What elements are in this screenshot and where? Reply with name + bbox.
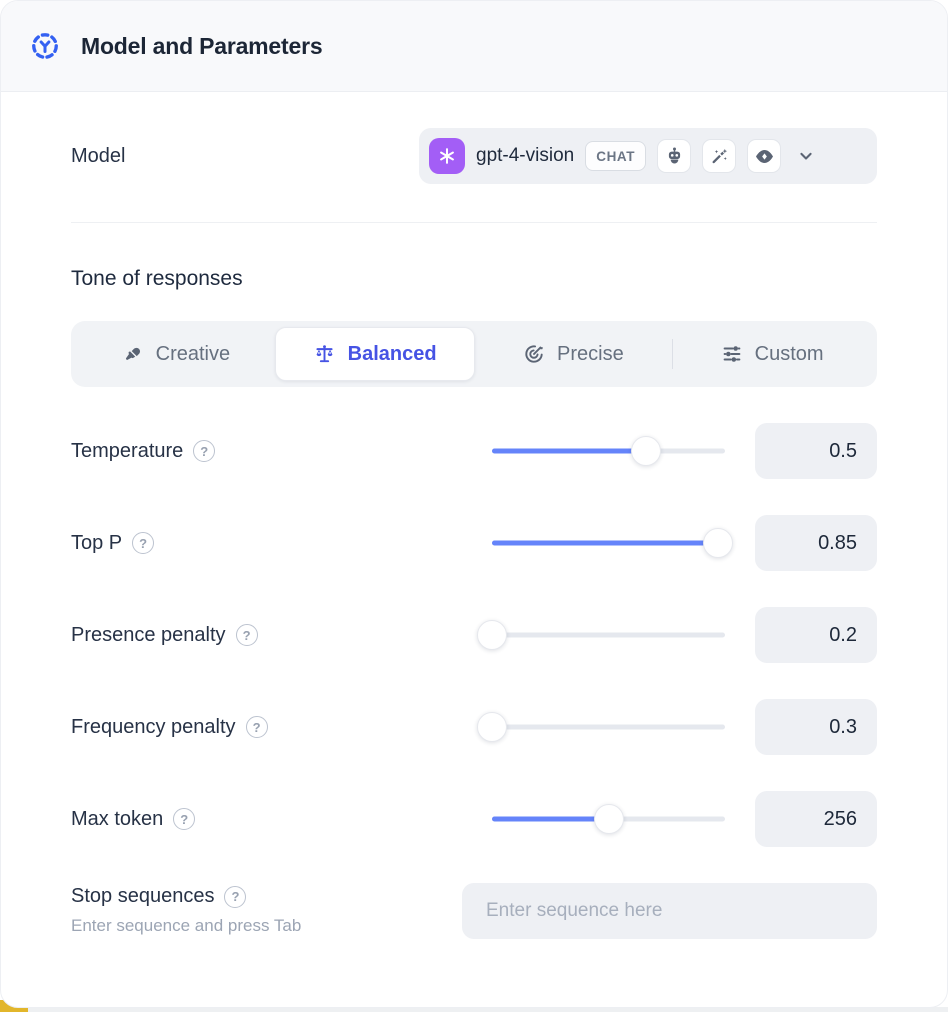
presence-penalty-value[interactable]: 0.2 (755, 607, 877, 663)
presence-penalty-slider[interactable] (477, 620, 725, 650)
panel-title: Model and Parameters (81, 32, 323, 59)
selected-model-name: gpt-4-vision (476, 145, 575, 166)
page-bottom-edge (0, 1007, 948, 1012)
panel-header: Model and Parameters (1, 1, 947, 92)
target-arrow-icon (523, 343, 545, 365)
help-icon[interactable]: ? (235, 624, 258, 646)
stop-sequences-hint: Enter sequence and press Tab (71, 916, 302, 935)
chevron-down-icon[interactable] (796, 146, 816, 166)
parameter-row-temperature: Temperature ? 0.5 (71, 423, 877, 479)
frequency-penalty-value[interactable]: 0.3 (755, 699, 877, 755)
tone-option-label: Creative (155, 342, 231, 365)
scales-icon (313, 343, 336, 366)
section-divider (71, 222, 877, 223)
parameter-name: Top P (71, 531, 123, 554)
tone-segmented-control: Creative (71, 321, 877, 387)
help-icon[interactable]: ? (193, 440, 216, 462)
parameter-name: Max token (71, 807, 164, 830)
slider-track[interactable] (492, 724, 725, 730)
bot-icon (664, 146, 685, 167)
slider-handle[interactable] (477, 620, 507, 650)
tone-option-label: Custom (754, 342, 824, 365)
tone-option-label: Balanced (347, 342, 437, 365)
parameter-name: Presence penalty (71, 623, 226, 646)
model-row: Model gpt-4-vision C (71, 128, 877, 184)
parameter-name: Frequency penalty (71, 715, 236, 738)
openai-logo-icon (429, 138, 465, 174)
slider-handle[interactable] (703, 528, 733, 558)
tone-option-custom[interactable]: Custom (673, 327, 871, 381)
model-type-badge: CHAT (585, 141, 647, 171)
help-icon[interactable]: ? (173, 808, 196, 830)
tone-option-balanced[interactable]: Balanced (274, 327, 475, 381)
slider-track[interactable] (492, 632, 725, 638)
slider-handle[interactable] (593, 804, 624, 834)
tone-section-title: Tone of responses (71, 267, 243, 290)
slider-fill (492, 540, 718, 546)
segment-divider (672, 339, 674, 369)
help-icon[interactable]: ? (224, 885, 247, 908)
vision-capability-chip (747, 139, 782, 173)
model-label: Model (71, 144, 126, 167)
eye-sparkle-icon (754, 146, 775, 167)
slider-fill (492, 448, 646, 454)
help-icon[interactable]: ? (132, 532, 155, 554)
bot-capability-chip (657, 139, 692, 173)
top-p-slider[interactable] (492, 528, 733, 558)
parameter-row-frequency-penalty: Frequency penalty ? 0.3 (71, 699, 877, 755)
temperature-value[interactable]: 0.5 (755, 423, 877, 479)
stop-sequence-input[interactable] (462, 883, 877, 939)
slider-handle[interactable] (630, 436, 661, 466)
frequency-penalty-slider[interactable] (477, 712, 725, 742)
max-token-slider[interactable] (492, 804, 725, 834)
tone-option-creative[interactable]: Creative (77, 327, 275, 381)
parameter-row-presence-penalty: Presence penalty ? 0.2 (71, 607, 877, 663)
tone-option-precise[interactable]: Precise (475, 327, 673, 381)
help-icon[interactable]: ? (245, 716, 268, 738)
magic-capability-chip (702, 139, 737, 173)
stop-sequences-row: Stop sequences ? Enter sequence and pres… (71, 883, 877, 939)
tone-option-label: Precise (557, 342, 624, 365)
model-hub-icon (29, 30, 61, 62)
parameter-row-top-p: Top P ? 0.85 (71, 515, 877, 571)
top-p-value[interactable]: 0.85 (755, 515, 877, 571)
wand-sparkles-icon (709, 146, 730, 167)
model-select-dropdown[interactable]: gpt-4-vision CHAT (419, 128, 877, 184)
slider-fill (492, 816, 609, 822)
parameter-name: Temperature (71, 439, 184, 462)
paintbrush-icon (122, 343, 144, 365)
sliders-icon (721, 343, 743, 365)
slider-handle[interactable] (477, 712, 507, 742)
parameter-row-max-token: Max token ? 256 (71, 791, 877, 847)
temperature-slider[interactable] (492, 436, 725, 466)
max-token-value[interactable]: 256 (755, 791, 877, 847)
stop-sequences-label: Stop sequences (71, 885, 215, 907)
